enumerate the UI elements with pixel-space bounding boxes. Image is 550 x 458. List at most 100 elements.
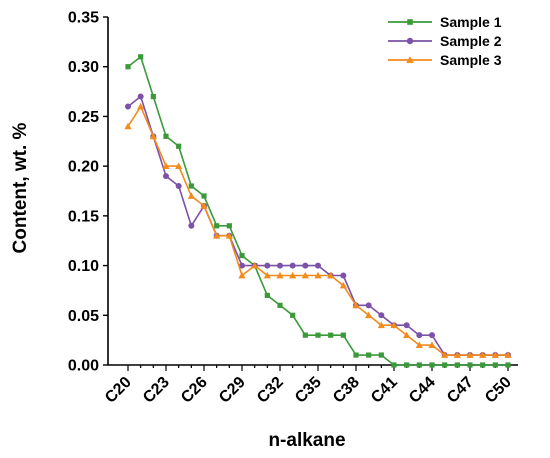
data-point-sample-3	[428, 341, 436, 348]
data-point-sample-1	[188, 183, 194, 189]
data-point-sample-3	[225, 232, 233, 239]
data-point-sample-1	[480, 362, 486, 368]
data-point-sample-1	[226, 223, 232, 229]
data-point-sample-2	[378, 312, 385, 319]
series-sample-3	[124, 102, 512, 358]
data-point-sample-1	[366, 352, 372, 358]
data-point-sample-3	[137, 102, 145, 110]
data-point-sample-3	[301, 271, 309, 279]
data-point-sample-1	[138, 54, 144, 60]
data-point-sample-2	[163, 173, 169, 180]
data-point-sample-3	[352, 301, 360, 309]
data-point-sample-1	[492, 362, 498, 368]
data-point-sample-2	[315, 262, 321, 269]
legend-marker-sample-2	[406, 37, 414, 45]
data-point-sample-1	[416, 362, 422, 368]
x-tick-label: C26	[178, 374, 211, 407]
data-point-sample-2	[302, 262, 309, 269]
x-tick-label: C20	[102, 374, 135, 407]
data-point-sample-3	[466, 351, 474, 358]
legend-marker-sample-1	[407, 19, 413, 25]
data-point-sample-1	[264, 292, 270, 298]
data-point-sample-3	[453, 351, 461, 358]
data-point-sample-1	[353, 352, 359, 358]
data-point-sample-1	[505, 362, 511, 368]
data-point-sample-1	[454, 362, 460, 368]
legend-marker-sample-3	[406, 56, 414, 64]
data-point-sample-2	[188, 222, 195, 229]
data-point-sample-2	[429, 332, 435, 339]
data-point-sample-2	[264, 262, 271, 269]
data-point-sample-1	[467, 362, 473, 368]
series-line-sample-3	[127, 105, 508, 356]
series-line-sample-1	[127, 55, 508, 366]
x-tick-label: C29	[216, 374, 249, 407]
data-point-sample-3	[365, 311, 373, 319]
y-tick-label: 0.10	[68, 258, 99, 275]
data-point-sample-1	[328, 332, 334, 338]
data-point-sample-1	[277, 302, 283, 308]
y-tick-labels: 0.00 0.05 0.10 0.15 0.20 0.25 0.30 0.35	[68, 10, 99, 375]
data-point-sample-3	[187, 192, 195, 199]
data-point-sample-3	[314, 271, 322, 279]
legend-item-sample-1: Sample 1	[388, 14, 502, 30]
x-tick-label: C47	[444, 374, 477, 407]
data-point-sample-3	[491, 351, 499, 358]
data-point-sample-1	[176, 143, 182, 149]
data-point-sample-3	[479, 351, 487, 358]
data-point-sample-1	[429, 362, 435, 368]
data-point-sample-3	[289, 271, 297, 279]
data-point-sample-2	[175, 183, 182, 190]
series-line-sample-2	[127, 95, 508, 356]
y-tick-label: 0.25	[68, 109, 99, 126]
data-point-sample-3	[238, 271, 246, 279]
y-tick-label: 0.05	[68, 308, 99, 325]
data-point-sample-3	[162, 162, 170, 170]
data-point-sample-1	[201, 193, 207, 199]
data-point-sample-3	[441, 351, 449, 358]
data-point-sample-1	[404, 362, 410, 368]
x-tick-label: C38	[330, 374, 363, 407]
legend-label-sample-3: Sample 3	[440, 52, 502, 68]
data-point-sample-3	[390, 321, 398, 329]
data-point-sample-2	[289, 262, 296, 269]
y-tick-label: 0.30	[68, 59, 99, 76]
legend-item-sample-2: Sample 2	[388, 33, 502, 49]
data-point-sample-3	[124, 122, 132, 130]
series-sample-1	[125, 54, 511, 368]
data-point-sample-2	[125, 103, 131, 110]
legend-label-sample-2: Sample 2	[440, 33, 502, 49]
data-point-sample-3	[149, 132, 157, 140]
data-point-sample-1	[290, 312, 296, 318]
data-point-sample-1	[125, 64, 131, 70]
legend-label-sample-1: Sample 1	[440, 14, 502, 30]
data-point-sample-2	[137, 93, 144, 100]
series-group	[124, 54, 512, 368]
x-tick-label: C35	[292, 374, 325, 407]
y-tick-label: 0.35	[68, 10, 99, 27]
data-point-sample-3	[263, 271, 271, 279]
y-tick-label: 0.20	[68, 159, 99, 176]
data-point-sample-1	[163, 133, 169, 139]
data-point-sample-3	[415, 341, 423, 348]
data-point-sample-2	[340, 272, 347, 279]
data-point-sample-2	[403, 322, 410, 329]
x-tick-label: C44	[406, 374, 439, 407]
x-tick-label: C23	[140, 374, 173, 407]
data-point-sample-3	[377, 321, 385, 329]
data-point-sample-2	[416, 332, 423, 339]
data-point-sample-1	[442, 362, 448, 368]
data-point-sample-3	[403, 331, 411, 339]
data-point-sample-3	[327, 271, 335, 279]
x-tick-label: C41	[368, 374, 401, 407]
data-point-sample-2	[239, 262, 245, 269]
data-point-sample-3	[175, 162, 183, 170]
legend: Sample 1 Sample 2 Sample 3	[388, 14, 502, 68]
x-tick-label: C50	[482, 374, 515, 407]
data-point-sample-1	[239, 253, 245, 259]
data-point-sample-2	[277, 262, 283, 269]
data-point-sample-2	[365, 302, 372, 309]
axes	[103, 16, 518, 371]
data-point-sample-1	[214, 223, 220, 229]
